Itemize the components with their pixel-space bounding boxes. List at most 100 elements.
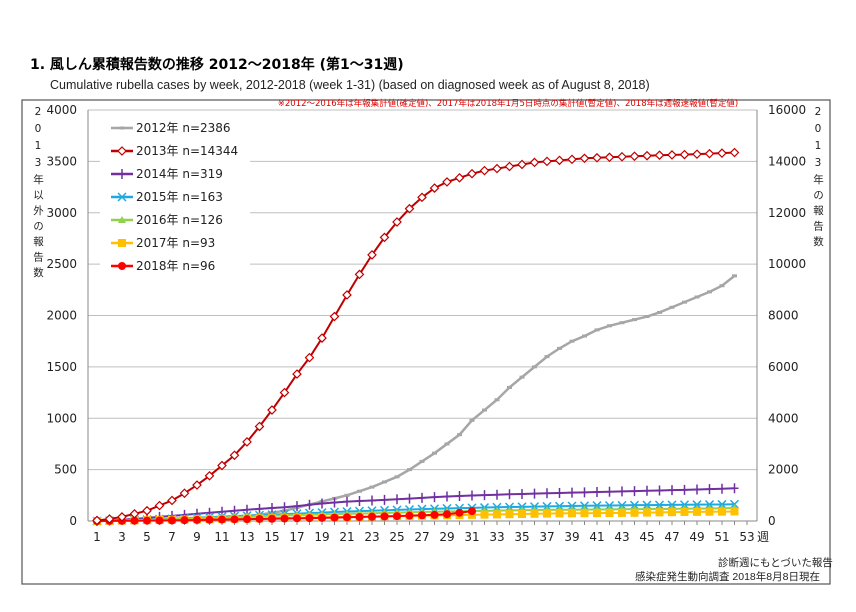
point-marker: [369, 485, 375, 489]
point-marker: [482, 408, 487, 412]
point-marker: [505, 510, 514, 519]
point-marker: [718, 483, 726, 494]
point-marker: [668, 485, 676, 496]
x-tick-label: 25: [389, 530, 404, 544]
point-marker: [255, 514, 264, 523]
legend-label: 2017年 n=93: [136, 236, 215, 250]
point-marker: [129, 508, 140, 519]
point-marker: [668, 508, 676, 517]
x-tick-label: 35: [514, 530, 529, 544]
point-marker: [119, 126, 125, 130]
point-marker: [594, 328, 600, 332]
data-note: ※2012～2016年は年報集計値(確定値)、2017年は2018年1月5日時点…: [278, 98, 739, 109]
point-marker: [380, 512, 389, 521]
point-marker: [305, 499, 314, 510]
point-marker: [480, 510, 489, 519]
point-marker: [530, 488, 539, 499]
point-marker: [543, 488, 551, 499]
point-marker: [532, 365, 537, 369]
legend-item: 2016年 n=126: [111, 213, 223, 227]
point-marker: [318, 513, 326, 522]
point-marker: [229, 450, 240, 461]
legend-item: 2012年 n=2386: [111, 121, 231, 135]
point-marker: [680, 507, 689, 516]
point-marker: [642, 150, 652, 161]
x-tick-label: 9: [193, 530, 201, 544]
x-tick-label: 41: [589, 530, 604, 544]
point-marker: [218, 515, 226, 524]
point-marker: [168, 516, 176, 525]
point-marker: [667, 150, 677, 160]
point-marker: [507, 385, 512, 389]
y-left-axis-title: 2013年以外の報告数: [32, 106, 44, 283]
point-marker: [582, 334, 587, 338]
point-marker: [693, 484, 701, 495]
point-marker: [605, 486, 614, 497]
point-marker: [529, 157, 540, 168]
point-marker: [292, 369, 302, 379]
legend-label: 2014年 n=319: [136, 167, 223, 181]
point-marker: [343, 496, 351, 507]
x-tick-label: 39: [564, 530, 579, 544]
point-marker: [430, 510, 439, 519]
point-marker: [693, 507, 701, 516]
y-right-tick-label: 6000: [768, 360, 799, 374]
point-marker: [669, 305, 675, 309]
legend-label: 2013年 n=14344: [136, 144, 238, 158]
point-marker: [143, 516, 151, 525]
point-marker: [418, 511, 426, 520]
point-marker: [680, 484, 689, 495]
point-marker: [604, 152, 615, 163]
point-marker: [380, 494, 389, 505]
point-marker: [230, 515, 239, 524]
point-marker: [317, 333, 327, 343]
point-marker: [342, 290, 352, 300]
point-marker: [154, 500, 165, 511]
x-tick-label: 51: [714, 530, 729, 544]
point-marker: [493, 489, 501, 500]
point-marker: [517, 159, 527, 170]
point-marker: [217, 460, 227, 471]
point-marker: [444, 442, 450, 446]
point-marker: [304, 352, 315, 363]
point-marker: [642, 500, 652, 510]
x-tick-label: 43: [614, 530, 629, 544]
point-marker: [630, 508, 639, 517]
point-marker: [679, 149, 690, 160]
y-left-tick-label: 500: [54, 463, 77, 477]
point-marker: [718, 507, 726, 516]
point-marker: [729, 147, 740, 158]
point-marker: [569, 339, 575, 343]
x-tick-label: 23: [364, 530, 379, 544]
x-tick-label: 7: [168, 530, 176, 544]
x-tick-label: 33: [489, 530, 504, 544]
x-tick-label: 31: [464, 530, 479, 544]
y-left-tick-label: 4000: [46, 103, 77, 117]
point-marker: [682, 300, 687, 304]
point-marker: [692, 149, 702, 160]
point-marker: [142, 505, 152, 516]
footer-line1: 診断週にもとづいた報告: [718, 556, 833, 569]
chart-subtitle: Cumulative rubella cases by week, 2012-2…: [50, 78, 650, 92]
point-marker: [419, 459, 425, 463]
point-marker: [92, 515, 102, 526]
point-marker: [329, 311, 340, 322]
point-marker: [354, 269, 365, 280]
point-marker: [268, 514, 276, 523]
point-marker: [607, 324, 612, 328]
point-marker: [392, 217, 402, 227]
x-tick-label: 47: [664, 530, 679, 544]
legend-label: 2015年 n=163: [136, 190, 223, 204]
point-marker: [457, 433, 462, 437]
point-marker: [655, 508, 664, 517]
x-tick-label: 15: [264, 530, 279, 544]
legend-item: 2015年 n=163: [111, 190, 223, 204]
series-2018: [93, 507, 476, 525]
point-marker: [368, 495, 376, 506]
y-left-tick-label: 3500: [46, 154, 77, 168]
point-marker: [592, 152, 602, 163]
series-line: [96, 487, 735, 522]
point-marker: [205, 515, 214, 524]
point-marker: [654, 150, 665, 161]
